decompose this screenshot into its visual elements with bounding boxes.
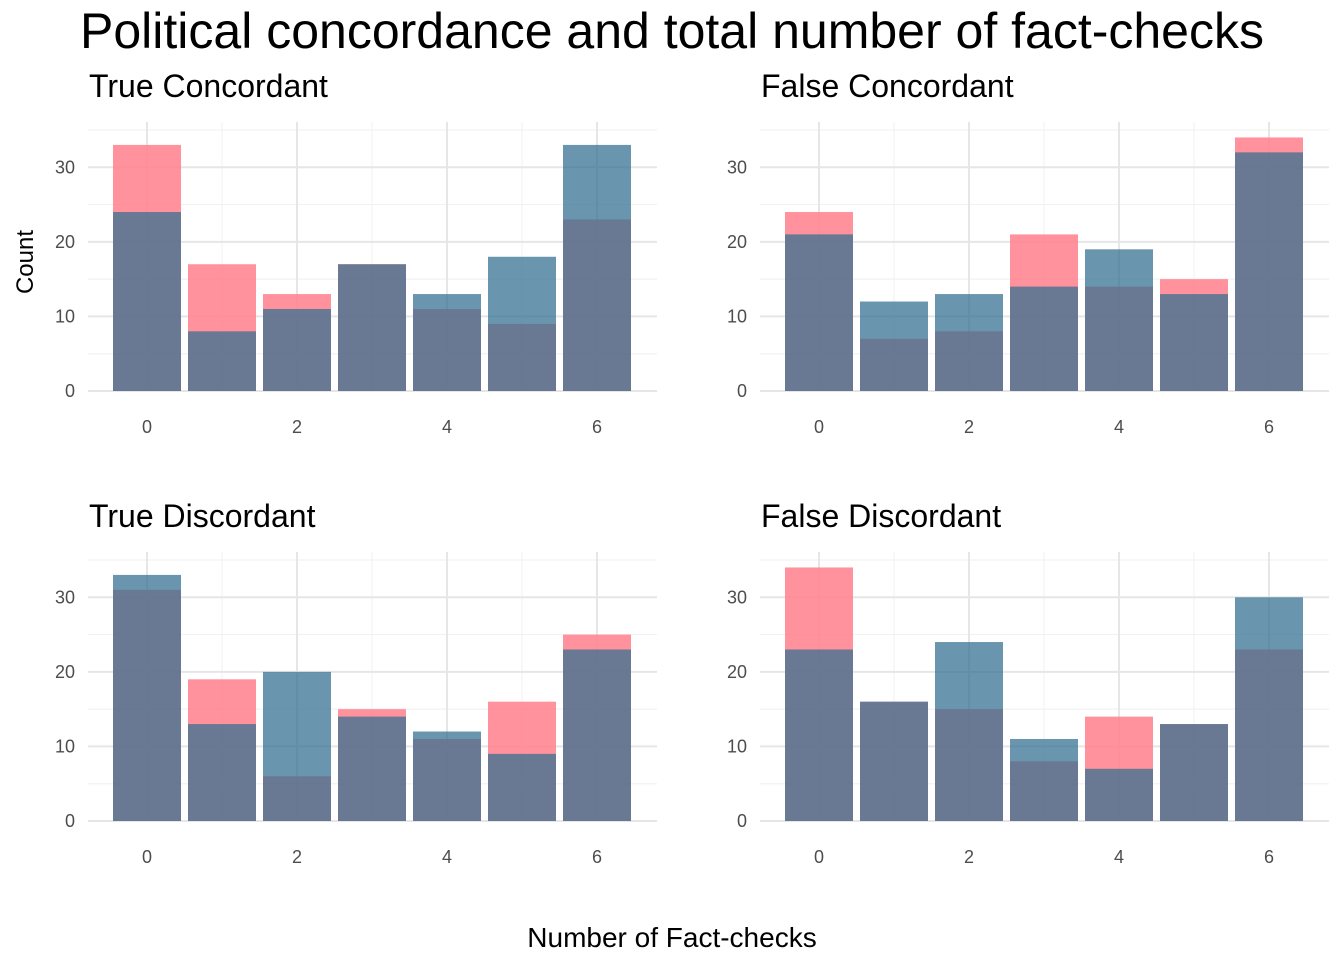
- x-tick-label: 4: [442, 847, 452, 867]
- y-tick-label: 10: [727, 306, 747, 326]
- panel-true-concordant: True Concordant 0 10 20 30 0 2 4 6: [40, 68, 680, 498]
- panel-plot: 0 10 20 30 0 2 4 6: [55, 552, 657, 867]
- bar-series2-x0: [113, 212, 181, 391]
- x-tick-label: 2: [964, 847, 974, 867]
- panel-title: True Discordant: [89, 498, 316, 534]
- bar-series2-x5: [1160, 294, 1228, 391]
- y-tick-label: 20: [55, 232, 75, 252]
- bar-series2-x1: [860, 701, 928, 821]
- bar-series2-x2: [935, 642, 1003, 821]
- bar-series2-x2: [935, 294, 1003, 391]
- bar-series2-x3: [1010, 738, 1078, 821]
- y-tick-label: 30: [55, 157, 75, 177]
- x-tick-label: 4: [442, 417, 452, 437]
- y-axis-label: Count: [12, 229, 39, 295]
- bar-series2-x5: [488, 256, 556, 391]
- bar-series2-x1: [188, 724, 256, 821]
- bar-series2-x0: [113, 574, 181, 821]
- bar-series2-x2: [263, 671, 331, 821]
- bar-series2-x1: [860, 301, 928, 391]
- bar-series2-x6: [1235, 597, 1303, 821]
- panel-title: False Discordant: [761, 498, 1002, 534]
- x-tick-label: 0: [142, 417, 152, 437]
- y-tick-label: 20: [727, 232, 747, 252]
- y-tick-label: 0: [737, 811, 747, 831]
- bar-series2-x3: [338, 716, 406, 821]
- bar-series2-x6: [563, 649, 631, 821]
- x-tick-label: 2: [292, 417, 302, 437]
- y-tick-label: 10: [727, 736, 747, 756]
- x-tick-label: 2: [964, 417, 974, 437]
- x-tick-label: 2: [292, 847, 302, 867]
- y-tick-label: 10: [55, 736, 75, 756]
- bar-series2-x4: [413, 731, 481, 821]
- chart-title: Political concordance and total number o…: [80, 3, 1264, 59]
- y-tick-label: 0: [65, 381, 75, 401]
- panel-title: False Concordant: [761, 68, 1014, 104]
- bar-series2-x3: [1010, 286, 1078, 391]
- x-tick-label: 0: [814, 847, 824, 867]
- x-axis-label: Number of Fact-checks: [527, 922, 817, 953]
- bar-series2-x4: [413, 294, 481, 391]
- panel-plot: 0 10 20 30 0 2 4 6: [55, 122, 657, 437]
- bar-series2-x3: [338, 264, 406, 391]
- y-tick-label: 30: [727, 157, 747, 177]
- y-tick-label: 10: [55, 306, 75, 326]
- y-tick-label: 30: [727, 587, 747, 607]
- panel-plot: 0 10 20 30 0 2 4 6: [727, 552, 1329, 867]
- x-tick-label: 0: [814, 417, 824, 437]
- y-tick-label: 0: [65, 811, 75, 831]
- bar-series2-x2: [263, 308, 331, 391]
- y-tick-label: 20: [55, 662, 75, 682]
- bar-series2-x4: [1085, 249, 1153, 391]
- panel-false-discordant: False Discordant 0 10 20 30 0 2 4 6: [712, 498, 1344, 928]
- bar-series2-x0: [785, 234, 853, 391]
- bar-series2-x5: [488, 753, 556, 821]
- x-tick-label: 4: [1114, 417, 1124, 437]
- x-tick-label: 6: [1264, 417, 1274, 437]
- panel-plot: 0 10 20 30 0 2 4 6: [727, 122, 1329, 437]
- bar-series2-x6: [563, 144, 631, 391]
- y-tick-label: 20: [727, 662, 747, 682]
- x-tick-label: 6: [592, 847, 602, 867]
- panel-false-concordant: False Concordant 0 10 20 30 0 2 4 6: [712, 68, 1344, 498]
- y-tick-label: 0: [737, 381, 747, 401]
- bar-series2-x4: [1085, 768, 1153, 821]
- x-tick-label: 6: [1264, 847, 1274, 867]
- bar-series2-x5: [1160, 724, 1228, 821]
- x-tick-label: 0: [142, 847, 152, 867]
- x-tick-label: 4: [1114, 847, 1124, 867]
- bar-series2-x0: [785, 649, 853, 821]
- bar-series2-x6: [1235, 152, 1303, 391]
- bar-series2-x1: [188, 331, 256, 391]
- y-tick-label: 30: [55, 587, 75, 607]
- panel-true-discordant: True Discordant 0 10 20 30 0 2 4 6: [40, 498, 680, 928]
- x-tick-label: 6: [592, 417, 602, 437]
- panel-title: True Concordant: [89, 68, 328, 104]
